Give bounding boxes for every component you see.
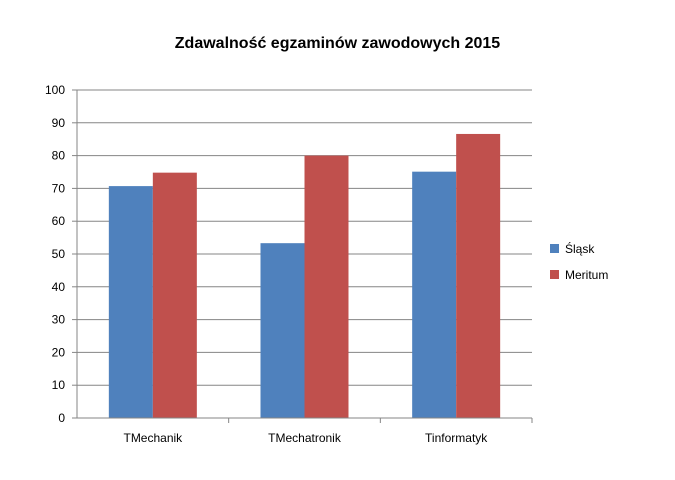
y-tick-label: 30 xyxy=(52,313,66,327)
y-tick-label: 40 xyxy=(52,280,66,294)
y-tick-label: 80 xyxy=(52,149,66,163)
legend: Śląsk Meritum xyxy=(550,241,608,282)
y-tick-label: 0 xyxy=(58,411,65,425)
bar-meritum-1 xyxy=(304,155,349,418)
legend-label: Meritum xyxy=(565,268,608,282)
bar--l-sk-0 xyxy=(108,186,153,418)
bars xyxy=(108,133,501,418)
y-tick-label: 90 xyxy=(52,116,66,130)
bar-meritum-0 xyxy=(152,172,197,418)
bar--l-sk-2 xyxy=(412,171,457,418)
x-tick-label: TMechatronik xyxy=(268,431,342,445)
bar--l-sk-1 xyxy=(260,243,305,418)
y-tick-label: 60 xyxy=(52,214,66,228)
y-tick-label: 70 xyxy=(52,181,66,195)
y-tick-label: 10 xyxy=(52,378,66,392)
legend-swatch xyxy=(550,270,559,279)
legend-label: Śląsk xyxy=(565,241,595,256)
x-tick-label: TMechanik xyxy=(123,431,183,445)
axes: 0 10 20 30 40 50 60 70 80 90 100 TMechanik TMechatro… xyxy=(45,83,533,445)
y-tick-label: 20 xyxy=(52,345,66,359)
chart-title: Zdawalność egzaminów zawodowych 2015 xyxy=(174,35,501,52)
legend-swatch xyxy=(550,244,559,253)
y-tick-label: 100 xyxy=(45,83,65,97)
y-tick-label: 50 xyxy=(52,247,66,261)
bar-meritum-2 xyxy=(456,133,501,418)
x-tick-label: Tinformatyk xyxy=(425,431,488,445)
